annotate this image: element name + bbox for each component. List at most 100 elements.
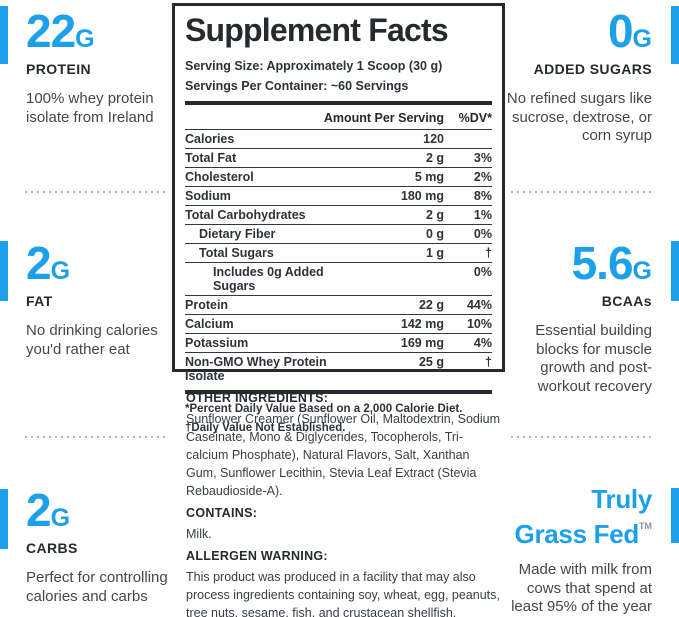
unit-grams: G bbox=[632, 257, 652, 285]
bcaas-label: BCAAs bbox=[601, 293, 652, 309]
nutrient-dv bbox=[444, 132, 492, 146]
dotted-divider bbox=[511, 436, 654, 438]
added-sugars-description: No refined sugars like sucrose, dextrose… bbox=[506, 90, 652, 144]
accent-bar bbox=[671, 488, 679, 543]
added-sugars-amount: 0G bbox=[607, 5, 652, 57]
nutrient-dv: † bbox=[485, 246, 492, 261]
nutrient-amount: 2 g bbox=[425, 151, 444, 166]
contains-body: Milk. bbox=[186, 527, 212, 541]
protein-amount: 22G bbox=[26, 5, 95, 57]
fat-description: No drinking calories you'd rather eat bbox=[26, 322, 158, 358]
allergen-warning-heading: ALLERGEN WARNING: bbox=[186, 549, 328, 563]
unit-grams: G bbox=[50, 504, 71, 532]
nutrient-dv: † bbox=[485, 355, 492, 370]
divider-thick bbox=[185, 389, 492, 394]
highlight-carbs: 2G CARBS Perfect for controlling calorie… bbox=[26, 487, 172, 606]
footnote-dagger: †Daily Value Not Established. bbox=[185, 421, 346, 434]
highlight-fat: 2G FAT No drinking calories you'd rather… bbox=[26, 240, 172, 359]
nutrient-dv: 8% bbox=[473, 189, 492, 204]
nutrient-amount: 142 mg bbox=[400, 317, 444, 332]
nutrient-label: Total Sugars bbox=[199, 246, 274, 261]
table-row: Potassium 169 mg 4% bbox=[185, 332, 492, 352]
other-ingredients-body: Sunflower Creamer (Sunflower Oil, Maltod… bbox=[186, 412, 501, 498]
serving-size: Serving Size: Approximately 1 Scoop (30 … bbox=[185, 59, 443, 73]
dotted-divider bbox=[511, 191, 654, 193]
table-row: Non-GMO Whey Protein Isolate 25 g † bbox=[185, 351, 492, 385]
nutrient-amount: 120 bbox=[423, 132, 444, 147]
highlight-added-sugars: 0G ADDED SUGARS No refined sugars like s… bbox=[500, 8, 652, 146]
fat-amount: 2G bbox=[26, 237, 71, 289]
table-row: Total Sugars 1 g † bbox=[185, 242, 492, 262]
protein-label: PROTEIN bbox=[26, 61, 92, 77]
accent-bar bbox=[0, 241, 8, 301]
table-header: Amount Per Serving %DV* bbox=[185, 105, 492, 129]
nutrient-dv: 0% bbox=[473, 227, 492, 242]
footnote-dv: *Percent Daily Value Based on a 2,000 Ca… bbox=[185, 402, 463, 415]
highlight-bcaas: 5.6G BCAAs Essential building blocks for… bbox=[500, 240, 652, 396]
other-ingredients-section: OTHER INGREDIENTS: Sunflower Creamer (Su… bbox=[186, 391, 500, 500]
contains-section: CONTAINS: Milk. bbox=[186, 506, 500, 543]
table-row: Calcium 142 mg 10% bbox=[185, 313, 492, 333]
nutrient-amount: 169 mg bbox=[400, 336, 444, 351]
table-row: Includes 0g Added Sugars 0% bbox=[185, 261, 492, 295]
nutrient-amount: 2 g bbox=[425, 208, 444, 223]
nutrient-label: Calcium bbox=[185, 317, 234, 332]
carbs-description: Perfect for controlling calories and car… bbox=[26, 569, 168, 605]
bcaas-description: Essential building blocks for muscle gro… bbox=[535, 322, 652, 395]
allergen-warning-section: ALLERGEN WARNING: This product was produ… bbox=[186, 549, 500, 617]
table-row: Dietary Fiber 0 g 0% bbox=[185, 223, 492, 243]
panel-title: Supplement Facts bbox=[185, 12, 449, 48]
grass-fed-description: Made with milk from cows that spend at l… bbox=[511, 561, 652, 617]
nutrient-label: Total Fat bbox=[185, 151, 237, 166]
dotted-divider bbox=[25, 436, 168, 438]
nutrient-amount: 1 g bbox=[425, 246, 444, 261]
nutrient-amount: 25 g bbox=[418, 355, 444, 370]
table-row: Protein 22 g 44% bbox=[185, 294, 492, 314]
highlight-grass-fed: Truly Grass FedTM Made with milk from co… bbox=[500, 486, 652, 617]
nutrient-dv: 4% bbox=[473, 336, 492, 351]
protein-description: 100% whey protein isolate from Ireland bbox=[26, 90, 154, 126]
other-ingredients-heading: OTHER INGREDIENTS: bbox=[186, 391, 329, 405]
nutrient-label: Total Carbohydrates bbox=[185, 208, 306, 223]
dv-header: %DV* bbox=[458, 111, 492, 125]
nutrient-label: Non-GMO Whey Protein Isolate bbox=[185, 355, 327, 384]
unit-grams: G bbox=[632, 25, 652, 53]
supplement-facts-panel: Supplement Facts Serving Size: Approxima… bbox=[172, 3, 505, 434]
nutrient-label: Cholesterol bbox=[185, 170, 254, 185]
highlight-protein: 22G PROTEIN 100% whey protein isolate fr… bbox=[26, 8, 172, 127]
unit-grams: G bbox=[50, 257, 71, 285]
table-row: Sodium 180 mg 8% bbox=[185, 185, 492, 205]
bcaas-amount: 5.6G bbox=[571, 237, 652, 289]
carbs-amount: 2G bbox=[26, 484, 71, 536]
accent-bar bbox=[0, 6, 8, 64]
table-row: Total Carbohydrates 2 g 1% bbox=[185, 204, 492, 224]
nutrient-label: Protein bbox=[185, 298, 229, 313]
amount-per-serving-header: Amount Per Serving bbox=[323, 111, 444, 125]
nutrient-amount: 5 mg bbox=[414, 170, 444, 185]
grass-fed-heading: Truly Grass FedTM bbox=[514, 484, 653, 549]
nutrient-amount: 22 g bbox=[418, 298, 444, 313]
carbs-label: CARBS bbox=[26, 540, 78, 556]
dotted-divider bbox=[25, 191, 168, 193]
table-row: Cholesterol 5 mg 2% bbox=[185, 166, 492, 186]
nutrient-dv: 1% bbox=[473, 208, 492, 223]
accent-bar bbox=[0, 489, 8, 549]
nutrient-label: Calories bbox=[185, 132, 235, 147]
accent-bar bbox=[671, 6, 679, 64]
nutrient-dv: 2% bbox=[473, 170, 492, 185]
table-row: Total Fat 2 g 3% bbox=[185, 147, 492, 167]
table-row: Calories 120 bbox=[185, 129, 492, 148]
nutrient-dv: 0% bbox=[473, 265, 492, 280]
nutrient-dv: 10% bbox=[466, 317, 492, 332]
accent-bar bbox=[671, 241, 679, 301]
nutrient-label: Sodium bbox=[185, 189, 231, 204]
added-sugars-label: ADDED SUGARS bbox=[533, 61, 652, 77]
divider-thick bbox=[185, 101, 492, 105]
fat-label: FAT bbox=[26, 293, 53, 309]
nutrient-amount: 180 mg bbox=[400, 189, 444, 204]
nutrient-label: Dietary Fiber bbox=[199, 227, 276, 242]
nutrient-dv: 3% bbox=[473, 151, 492, 166]
nutrient-dv: 44% bbox=[466, 298, 492, 313]
nutrient-label: Includes 0g Added Sugars bbox=[213, 265, 324, 294]
